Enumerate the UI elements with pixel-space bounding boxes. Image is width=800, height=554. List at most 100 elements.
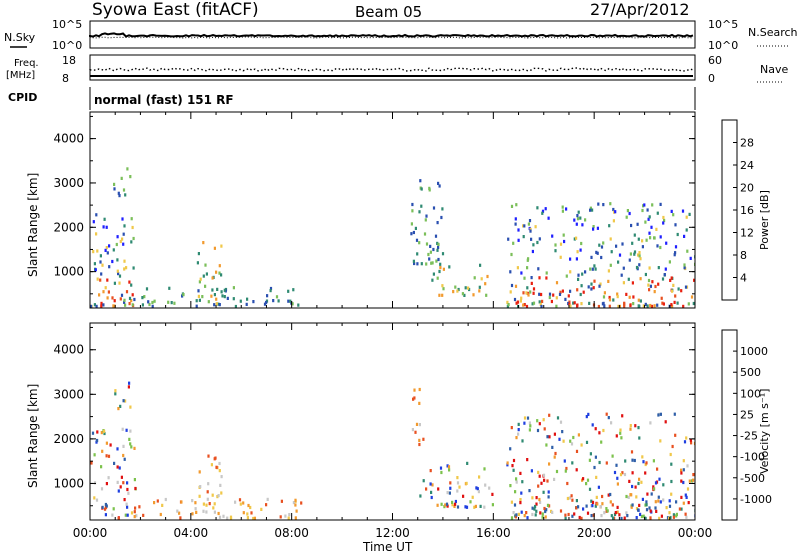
nsearch-tick-top: 10^5 xyxy=(708,18,738,31)
power-panel-cell xyxy=(113,299,116,303)
velocity-panel-cell xyxy=(210,463,213,467)
power-panel-cell xyxy=(103,217,106,221)
velocity-panel-cell xyxy=(475,486,478,490)
power-panel-cell xyxy=(111,296,114,300)
velocity-panel-cell xyxy=(521,480,524,484)
power-panel-cell xyxy=(148,302,151,307)
nave-trace xyxy=(89,67,694,72)
velocity-panel-cell xyxy=(546,479,549,483)
velocity-panel-cell xyxy=(656,467,659,471)
velocity-panel-cell xyxy=(565,466,568,471)
cpid-label: CPID xyxy=(8,91,37,104)
velocity-panel-cell xyxy=(535,509,538,513)
velocity-panel-cell xyxy=(226,516,229,520)
velocity-panel-cell xyxy=(519,471,522,475)
velocity-panel-cell xyxy=(199,485,202,489)
power-panel-cell xyxy=(265,300,268,305)
velocity-panel-cell xyxy=(538,422,541,426)
power-panel-cell xyxy=(599,282,602,286)
velocity-panel-cell xyxy=(603,511,606,515)
power-panel-cell xyxy=(661,277,665,281)
power-panel-cell xyxy=(534,225,537,229)
power-panel-cell xyxy=(199,277,202,281)
power-panel-cell xyxy=(418,210,421,214)
velocity-panel-cell xyxy=(114,389,117,393)
velocity-panel-cell xyxy=(562,439,565,443)
power-panel-cell xyxy=(648,266,651,270)
velocity-panel-cell xyxy=(100,465,103,469)
power-panel-cell xyxy=(99,254,102,258)
velocity-panel-cell xyxy=(214,456,217,460)
velocity-panel-cell xyxy=(554,451,557,456)
power-panel: 1000 2000 3000 4000 xyxy=(53,111,696,309)
velocity-panel-cell xyxy=(122,399,125,403)
velocity-panel-cell xyxy=(668,499,671,503)
power-panel-cell xyxy=(437,242,440,246)
power-panel-cell xyxy=(519,299,522,303)
velocity-panel-cell xyxy=(648,506,651,510)
velocity-panel-cell xyxy=(609,492,612,497)
velocity-panel-cell xyxy=(465,481,468,485)
velocity-panel-cell xyxy=(239,502,242,506)
power-panel-cell xyxy=(202,241,205,245)
velocity-panel-cell xyxy=(641,455,644,459)
power-panel-cell xyxy=(102,225,105,229)
power-panel-cell xyxy=(96,277,99,281)
velocity-panel-cell xyxy=(134,486,137,491)
power-panel-cell xyxy=(269,286,273,291)
power-panel-cell xyxy=(215,297,218,301)
velocity-panel-cell xyxy=(207,454,210,458)
power-panel-cell xyxy=(220,244,223,248)
velocity-panel-cell xyxy=(558,437,561,441)
power-panel-cell xyxy=(121,217,124,221)
velocity-panel-cell xyxy=(436,503,439,507)
velocity-panel-cell xyxy=(205,510,208,514)
velocity-panel-cell xyxy=(180,500,183,504)
velocity-panel-cell xyxy=(446,491,449,495)
power-panel-cell xyxy=(629,252,632,256)
power-panel-cell xyxy=(627,277,630,281)
power-panel-cell xyxy=(616,292,619,296)
velocity-panel-cell xyxy=(105,454,108,458)
velocity-panel-cell xyxy=(615,463,618,467)
power-panel-cell xyxy=(438,269,441,274)
nsearch-label: N.Search xyxy=(748,26,798,39)
velocity-panel-cell xyxy=(207,482,210,486)
velocity-panel-cell xyxy=(454,499,457,504)
colorbar-tick-label: -1000 xyxy=(740,493,772,506)
power-panel-cell xyxy=(642,204,645,208)
power-panel-cell xyxy=(622,266,625,270)
power-panel-cell xyxy=(559,290,562,294)
velocity-panel-cell xyxy=(571,461,574,465)
power-panel-scatter-region xyxy=(431,263,489,297)
velocity-panel-cell xyxy=(594,427,597,431)
velocity-panel-cell xyxy=(548,413,551,417)
velocity-panel-cell xyxy=(590,499,593,503)
velocity-panel-cell xyxy=(250,511,253,515)
velocity-panel-cell xyxy=(202,509,205,513)
power-panel-cell xyxy=(648,215,651,219)
velocity-panel-cell xyxy=(479,504,482,508)
power-panel-cell xyxy=(616,295,619,299)
power-panel-cell xyxy=(116,235,119,239)
power-panel-cell xyxy=(436,276,439,280)
velocity-panel-cell xyxy=(612,516,615,520)
power-panel-cell xyxy=(545,276,548,280)
power-panel-cell xyxy=(632,295,635,299)
power-panel-cell xyxy=(649,284,652,288)
velocity-panel-cell xyxy=(623,516,626,520)
power-panel-cell xyxy=(555,304,558,308)
power-panel-cell xyxy=(516,266,519,270)
power-panel-cell xyxy=(651,203,654,207)
power-panel-cell xyxy=(124,193,127,197)
power-panel-cell xyxy=(513,297,517,302)
velocity-panel-cell xyxy=(220,475,223,479)
power-panel-cell xyxy=(226,296,229,300)
power-panel-cell xyxy=(555,296,558,300)
power-panel-cell xyxy=(430,261,433,265)
velocity-panel-cell xyxy=(654,481,658,485)
velocity-panel-cell xyxy=(547,490,550,494)
velocity-panel-cell xyxy=(125,428,128,432)
power-panel-cell xyxy=(620,273,623,277)
power-panel-cell xyxy=(461,292,464,296)
